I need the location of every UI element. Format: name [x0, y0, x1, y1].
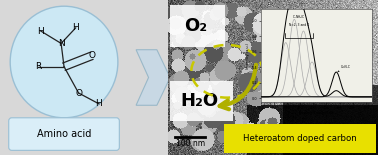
Text: H: H	[37, 27, 44, 35]
Text: O: O	[75, 89, 82, 97]
Text: Amino acid: Amino acid	[37, 129, 91, 139]
Polygon shape	[136, 50, 170, 105]
Y-axis label: Intensity (a.u.): Intensity (a.u.)	[246, 43, 250, 69]
Text: R: R	[35, 62, 41, 71]
Text: C-NH$_x$/C: C-NH$_x$/C	[292, 13, 306, 21]
Text: N: N	[58, 39, 65, 48]
Text: N=2, 3 and 4: N=2, 3 and 4	[289, 23, 309, 27]
Text: 100 nm: 100 nm	[176, 139, 205, 148]
FancyBboxPatch shape	[224, 124, 376, 153]
Ellipse shape	[10, 6, 118, 118]
X-axis label: Binding Energy (eV): Binding Energy (eV)	[299, 111, 334, 115]
Text: H: H	[72, 23, 79, 32]
Text: H: H	[96, 99, 102, 108]
FancyBboxPatch shape	[170, 81, 233, 121]
FancyBboxPatch shape	[9, 118, 119, 150]
Text: O: O	[88, 51, 95, 60]
FancyBboxPatch shape	[170, 5, 225, 46]
Text: H₂O: H₂O	[181, 92, 219, 110]
Text: O₂: O₂	[184, 17, 207, 35]
Text: C=N-C: C=N-C	[338, 65, 351, 72]
Text: Heteroatom doped carbon: Heteroatom doped carbon	[243, 134, 357, 143]
